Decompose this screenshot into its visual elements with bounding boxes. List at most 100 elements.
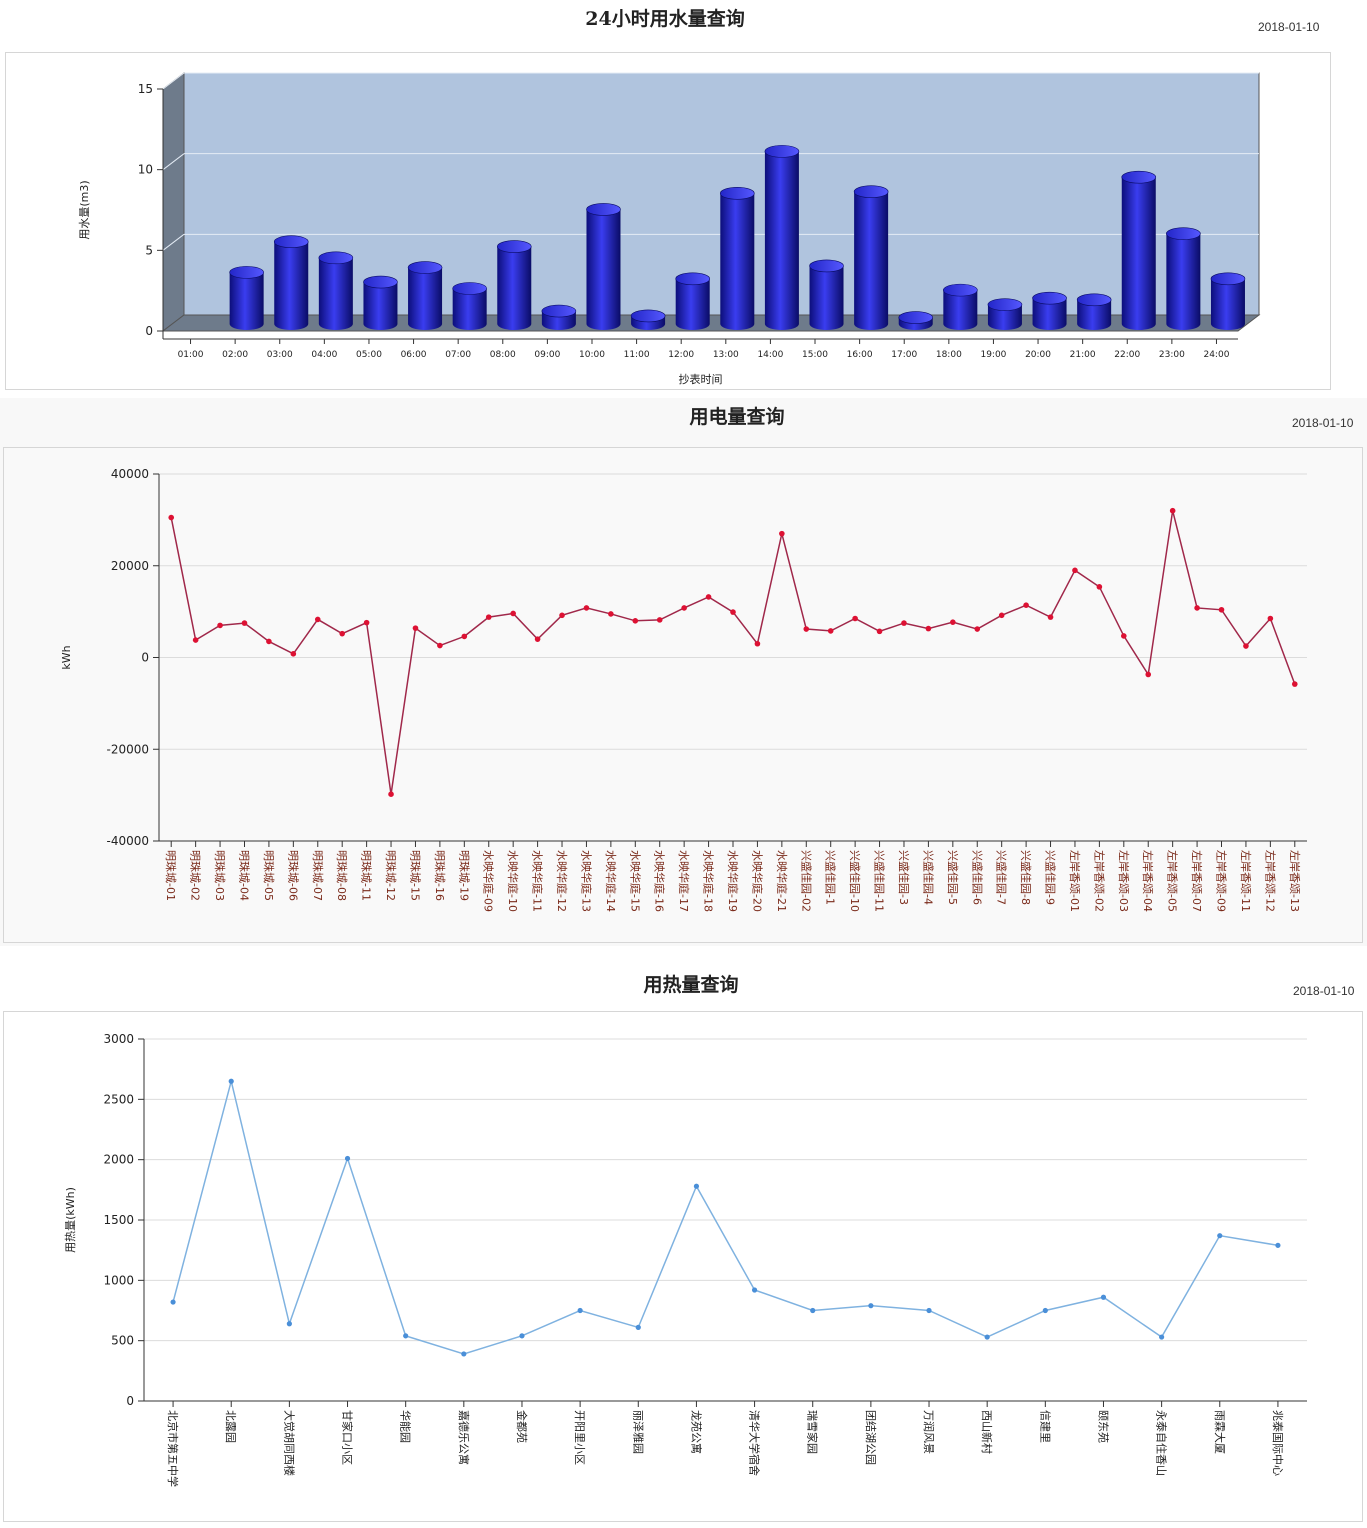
water-x-axis-label: 抄表时间 xyxy=(679,372,723,386)
electric-x-tick-label: 明珠城-15 xyxy=(408,850,422,901)
water-y-axis-label: 用水量(m3) xyxy=(78,180,91,239)
electric-x-tick-label: 兴盛佳园-6 xyxy=(970,850,984,905)
electric-x-tick-label: 明珠城-07 xyxy=(311,850,325,901)
water-bar xyxy=(1166,227,1201,330)
electric-y-tick-label: 20000 xyxy=(111,559,149,573)
water-bar-top xyxy=(1076,293,1112,307)
electric-x-tick-label: 明珠城-19 xyxy=(457,850,471,901)
heat-x-tick-label: 北京市第五中学 xyxy=(166,1410,180,1487)
electric-x-tick-label: 左岸香颂-02 xyxy=(1092,850,1105,912)
electric-x-tick-label: 水映华庭-17 xyxy=(677,850,691,912)
electric-data-point xyxy=(461,633,468,640)
water-x-tick-label: 12:00 xyxy=(668,350,694,360)
electric-x-tick-label: 水映华庭-21 xyxy=(775,850,789,912)
electric-data-point xyxy=(1047,614,1054,620)
electric-x-tick-label: 左岸香颂-11 xyxy=(1239,850,1252,912)
electric-chart-panel: -40000 -20000 0 20000 40000 kWh 明珠城-01 明珠城-02 明珠… xyxy=(3,447,1363,943)
electric-x-tick-label: 兴盛佳园-1 xyxy=(824,850,838,905)
heat-y-tick-label: 0 xyxy=(126,1394,134,1408)
electric-data-point xyxy=(1096,584,1103,590)
heat-x-tick-label: 永泰自住香山 xyxy=(1155,1410,1169,1476)
water-bar-body xyxy=(363,282,398,330)
heat-chart-date: 2018-01-10 xyxy=(1293,984,1355,998)
heat-data-point xyxy=(868,1303,874,1309)
water-x-tick-label: 01:00 xyxy=(178,350,204,360)
electric-x-tick-label: 左岸香颂-01 xyxy=(1068,850,1081,912)
electric-x-tick-label: 左岸香颂-04 xyxy=(1141,850,1154,912)
heat-x-tick-label: 甘家口小区 xyxy=(341,1410,355,1465)
electric-x-tick-label: 兴盛佳园-11 xyxy=(873,850,887,912)
heat-x-tick-label: 金都苑 xyxy=(515,1410,529,1443)
water-bar-top xyxy=(363,275,398,289)
water-x-tick-label: 19:00 xyxy=(980,350,1006,360)
water-bar xyxy=(853,185,889,330)
water-bar-body xyxy=(764,151,799,330)
water-y-tick-label: 10 xyxy=(138,163,153,177)
water-bar-body xyxy=(1166,233,1201,330)
water-x-tick-label: 04:00 xyxy=(311,350,337,360)
heat-data-point xyxy=(1159,1334,1165,1340)
heat-x-tick-label: 兆泰国际中心 xyxy=(1271,1410,1285,1476)
water-bar-top xyxy=(318,251,354,265)
electric-data-point xyxy=(779,530,785,537)
water-x-tick-label: 07:00 xyxy=(445,350,471,360)
water-bar xyxy=(452,282,487,330)
water-bar-body xyxy=(809,265,844,330)
water-bar-body xyxy=(1121,177,1156,330)
water-x-tick-label: 24:00 xyxy=(1203,350,1229,360)
electric-series-line xyxy=(170,510,1296,795)
electric-data-point xyxy=(1218,606,1225,613)
water-bar xyxy=(496,240,532,330)
electric-data-point xyxy=(827,628,834,634)
electric-data-point xyxy=(681,605,687,611)
electric-data-point xyxy=(1023,602,1029,609)
electric-data-point xyxy=(754,640,761,647)
heat-y-tick-label: 1000 xyxy=(103,1273,134,1287)
electric-x-tick-label: 明珠城-16 xyxy=(433,850,447,901)
electric-data-point xyxy=(656,617,663,623)
water-x-tick-label: 20:00 xyxy=(1025,350,1051,360)
heat-data-point xyxy=(577,1307,583,1314)
heat-x-tick-label: 瑞雪家园 xyxy=(806,1410,820,1454)
heat-x-tick-label: 嘉德乐公寓 xyxy=(457,1410,471,1465)
water-bar-body xyxy=(274,241,309,330)
water-bar xyxy=(273,235,309,330)
electric-data-point xyxy=(559,612,565,619)
heat-chart-title: 用热量查询 xyxy=(643,974,739,996)
electric-data-point xyxy=(363,619,370,626)
water-x-tick-label: 08:00 xyxy=(490,350,516,360)
heat-y-tick-label: 500 xyxy=(111,1334,134,1348)
water-x-tick-label: 14:00 xyxy=(757,350,783,360)
heat-x-tick-label: 丽泽雅园 xyxy=(631,1410,645,1454)
water-bar xyxy=(943,283,978,330)
heat-data-point xyxy=(810,1307,816,1314)
electric-x-tick-label: 兴盛佳园-3 xyxy=(897,850,911,905)
heat-data-point xyxy=(1275,1242,1281,1248)
water-bar xyxy=(898,311,934,330)
heat-data-point xyxy=(519,1333,525,1339)
water-bar-body xyxy=(318,257,353,330)
electric-data-point xyxy=(1145,671,1152,678)
water-x-tick-label: 17:00 xyxy=(891,350,917,360)
water-bar xyxy=(675,272,710,330)
water-bar-top xyxy=(586,203,621,216)
electric-data-point xyxy=(632,618,639,624)
water-y-tick-label: 0 xyxy=(145,324,153,338)
heat-data-point xyxy=(926,1307,932,1314)
electric-x-tick-label: 水映华庭-12 xyxy=(555,850,569,912)
electric-data-point xyxy=(1169,507,1176,514)
heat-data-point xyxy=(228,1078,234,1084)
electric-x-tick-label: 水映华庭-19 xyxy=(726,850,740,912)
electric-x-tick-label: 左岸香颂-12 xyxy=(1263,850,1276,912)
electric-data-point xyxy=(485,614,492,620)
water-bar xyxy=(764,145,800,330)
electric-data-point xyxy=(1194,605,1200,611)
water-plot-left-wall xyxy=(162,71,185,333)
water-bar xyxy=(1210,272,1246,330)
water-bar xyxy=(318,251,354,330)
heat-series-line xyxy=(172,1081,1279,1355)
water-x-tick-label: 09:00 xyxy=(534,350,560,360)
heat-x-tick-label: 万润风景 xyxy=(922,1410,936,1454)
water-x-tick-label: 13:00 xyxy=(713,350,739,360)
water-bar-top xyxy=(764,145,800,158)
